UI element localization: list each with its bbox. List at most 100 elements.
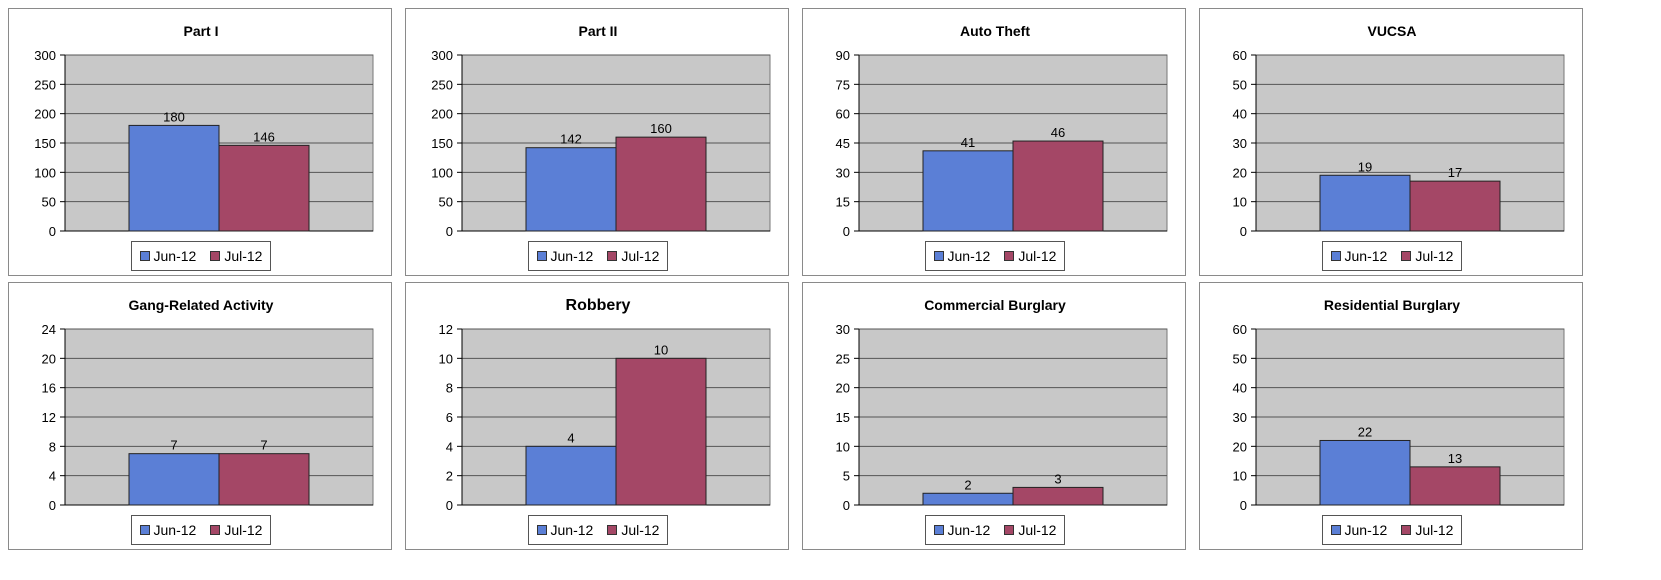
legend-item-jun-12: Jun-12 bbox=[934, 248, 991, 264]
y-tick-label: 250 bbox=[34, 77, 56, 92]
y-tick-label: 20 bbox=[1233, 439, 1247, 454]
chart-legend: Jun-12 Jul-12 bbox=[131, 515, 271, 545]
y-tick-label: 24 bbox=[42, 322, 56, 337]
y-tick-label: 5 bbox=[843, 469, 850, 484]
legend-label: Jun-12 bbox=[154, 248, 197, 264]
chart-legend: Jun-12 Jul-12 bbox=[528, 515, 668, 545]
y-tick-label: 300 bbox=[34, 48, 56, 63]
bar-jul-12 bbox=[1013, 487, 1103, 505]
y-tick-label: 60 bbox=[1233, 48, 1247, 63]
legend-item-jun-12: Jun-12 bbox=[140, 248, 197, 264]
y-tick-label: 300 bbox=[431, 48, 453, 63]
y-tick-label: 25 bbox=[836, 351, 850, 366]
y-tick-label: 30 bbox=[1233, 410, 1247, 425]
legend-swatch bbox=[934, 525, 944, 535]
chart-title: Part II bbox=[579, 23, 618, 39]
legend-label: Jul-12 bbox=[224, 248, 262, 264]
chart-legend: Jun-12 Jul-12 bbox=[1322, 515, 1462, 545]
y-tick-label: 12 bbox=[439, 322, 453, 337]
legend-item-jun-12: Jun-12 bbox=[537, 522, 594, 538]
bar-jul-12 bbox=[1410, 181, 1500, 231]
chart-panel-4: VUCSA 0 10 20 30 40 50 60 19 17 Jun-12 Jul-12 bbox=[1199, 8, 1583, 276]
bar-jul-12 bbox=[616, 358, 706, 505]
y-tick-label: 15 bbox=[836, 195, 850, 210]
chart-title: Gang-Related Activity bbox=[129, 297, 274, 313]
y-tick-label: 2 bbox=[446, 469, 453, 484]
data-label: 7 bbox=[260, 438, 267, 453]
y-tick-label: 100 bbox=[34, 165, 56, 180]
legend-item-jul-12: Jul-12 bbox=[1401, 248, 1453, 264]
bar-jul-12 bbox=[1410, 467, 1500, 505]
y-tick-label: 10 bbox=[439, 351, 453, 366]
chart-panel-1: Part I 0 50 100 150 200 250 300 180 146 Jun-12 Jul-… bbox=[8, 8, 392, 276]
legend-item-jun-12: Jun-12 bbox=[140, 522, 197, 538]
y-tick-label: 0 bbox=[843, 498, 850, 513]
legend-swatch bbox=[607, 251, 617, 261]
y-tick-label: 90 bbox=[836, 48, 850, 63]
legend-swatch bbox=[140, 525, 150, 535]
y-tick-label: 4 bbox=[446, 439, 453, 454]
legend-item-jul-12: Jul-12 bbox=[1004, 522, 1056, 538]
legend-label: Jul-12 bbox=[224, 522, 262, 538]
chart-svg: Robbery 0 2 4 6 8 10 12 4 10 bbox=[406, 283, 790, 551]
y-tick-label: 150 bbox=[431, 136, 453, 151]
bar-jul-12 bbox=[1013, 141, 1103, 231]
chart-title: VUCSA bbox=[1367, 23, 1416, 39]
y-tick-label: 50 bbox=[42, 195, 56, 210]
chart-panel-2: Part II 0 50 100 150 200 250 300 142 160 Jun-12 Jul… bbox=[405, 8, 789, 276]
y-tick-label: 40 bbox=[1233, 381, 1247, 396]
y-tick-label: 0 bbox=[446, 498, 453, 513]
chart-panel-3: Auto Theft 0 15 30 45 60 75 90 41 46 Jun-12 Jul-12 bbox=[802, 8, 1186, 276]
legend-swatch bbox=[607, 525, 617, 535]
data-label: 3 bbox=[1054, 471, 1061, 486]
bar-jul-12 bbox=[616, 137, 706, 231]
y-tick-label: 250 bbox=[431, 77, 453, 92]
legend-item-jul-12: Jul-12 bbox=[210, 522, 262, 538]
legend-swatch bbox=[140, 251, 150, 261]
data-label: 180 bbox=[163, 109, 185, 124]
data-label: 10 bbox=[654, 342, 668, 357]
bar-jul-12 bbox=[219, 454, 309, 505]
y-tick-label: 30 bbox=[1233, 136, 1247, 151]
data-label: 22 bbox=[1358, 424, 1372, 439]
bar-jun-12 bbox=[923, 151, 1013, 231]
legend-item-jun-12: Jun-12 bbox=[1331, 522, 1388, 538]
legend-swatch bbox=[1004, 525, 1014, 535]
legend-swatch bbox=[1331, 251, 1341, 261]
chart-title: Residential Burglary bbox=[1324, 297, 1460, 313]
y-tick-label: 10 bbox=[1233, 195, 1247, 210]
y-tick-label: 60 bbox=[836, 107, 850, 122]
chart-svg: Auto Theft 0 15 30 45 60 75 90 41 46 bbox=[803, 9, 1187, 277]
chart-svg: Part I 0 50 100 150 200 250 300 180 146 bbox=[9, 9, 393, 277]
y-tick-label: 40 bbox=[1233, 107, 1247, 122]
data-label: 13 bbox=[1448, 451, 1462, 466]
y-tick-label: 60 bbox=[1233, 322, 1247, 337]
bar-jun-12 bbox=[1320, 175, 1410, 231]
y-tick-label: 0 bbox=[49, 224, 56, 239]
bar-jun-12 bbox=[129, 454, 219, 505]
chart-panel-5: Gang-Related Activity 0 4 8 12 16 20 24 7 7 Jun-12… bbox=[8, 282, 392, 550]
y-tick-label: 0 bbox=[446, 224, 453, 239]
legend-item-jul-12: Jul-12 bbox=[607, 522, 659, 538]
y-tick-label: 20 bbox=[836, 381, 850, 396]
legend-label: Jun-12 bbox=[551, 522, 594, 538]
data-label: 17 bbox=[1448, 165, 1462, 180]
y-tick-label: 75 bbox=[836, 77, 850, 92]
legend-swatch bbox=[1401, 251, 1411, 261]
data-label: 46 bbox=[1051, 125, 1065, 140]
legend-swatch bbox=[1331, 525, 1341, 535]
y-tick-label: 6 bbox=[446, 410, 453, 425]
y-tick-label: 15 bbox=[836, 410, 850, 425]
legend-item-jul-12: Jul-12 bbox=[1004, 248, 1056, 264]
y-tick-label: 20 bbox=[1233, 165, 1247, 180]
y-tick-label: 8 bbox=[49, 439, 56, 454]
chart-title: Part I bbox=[183, 23, 218, 39]
y-tick-label: 150 bbox=[34, 136, 56, 151]
y-tick-label: 10 bbox=[836, 439, 850, 454]
data-label: 146 bbox=[253, 129, 275, 144]
data-label: 2 bbox=[964, 477, 971, 492]
y-tick-label: 0 bbox=[1240, 224, 1247, 239]
y-tick-label: 16 bbox=[42, 381, 56, 396]
y-tick-label: 12 bbox=[42, 410, 56, 425]
legend-item-jun-12: Jun-12 bbox=[1331, 248, 1388, 264]
